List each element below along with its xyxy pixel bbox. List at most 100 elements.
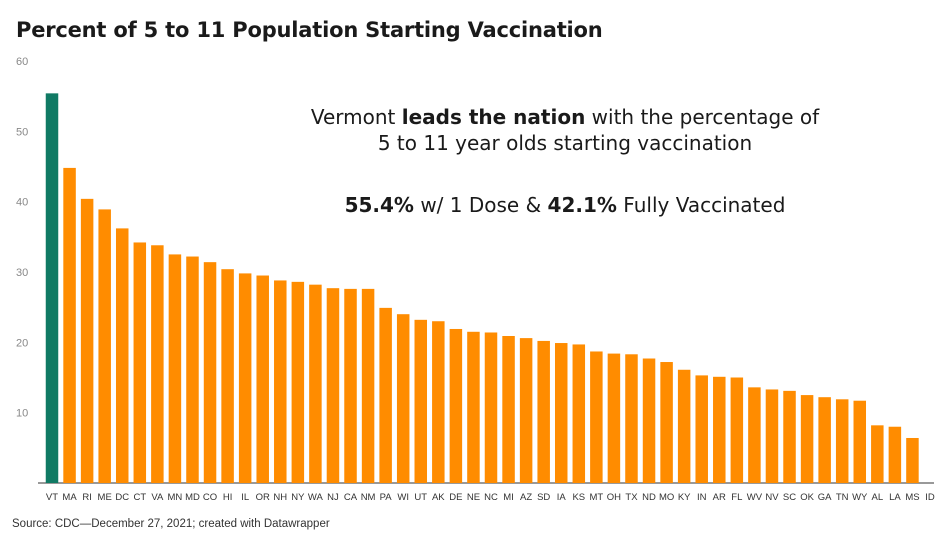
annotation-text: Vermont (310, 105, 402, 129)
x-tick-label-ny: NY (291, 492, 305, 503)
bars (45, 93, 919, 484)
x-tick-label-ak: AK (432, 492, 445, 503)
bar-ny (291, 281, 305, 483)
x-tick-label-dc: DC (115, 492, 129, 503)
x-tick-label-va: VA (151, 492, 164, 503)
x-tick-label-wi: WI (397, 492, 409, 503)
bar-fl (730, 377, 744, 483)
y-tick-label: 40 (16, 197, 28, 209)
x-tick-label-ks: KS (572, 492, 585, 503)
x-tick-label-in: IN (697, 492, 707, 503)
x-tick-label-ca: CA (344, 492, 358, 503)
x-tick-label-mi: MI (503, 492, 514, 503)
bar-wa (309, 284, 322, 483)
bar-hi (221, 269, 234, 483)
bar-il (238, 273, 252, 483)
bar-vt (45, 93, 59, 483)
bar-az (519, 338, 533, 483)
x-tick-label-az: AZ (520, 492, 532, 503)
bar-wy (853, 400, 867, 483)
bar-nj (326, 288, 340, 483)
bar-nc (484, 332, 498, 483)
x-tick-label-nm: NM (361, 492, 376, 503)
bar-co (203, 262, 217, 483)
bar-ky (677, 369, 691, 483)
annotation-text: w/ 1 Dose & (413, 193, 548, 217)
bar-ne (467, 331, 480, 483)
x-tick-label-wy: WY (852, 492, 868, 503)
x-tick-label-or: OR (256, 492, 270, 503)
bar-al (871, 425, 884, 483)
bar-nd (642, 358, 656, 483)
bar-ga (818, 397, 831, 483)
bar-ms (906, 437, 919, 483)
annotation-text: with the percentage of (585, 105, 820, 129)
bar-mt (590, 351, 603, 483)
annotation-bold: leads the nation (401, 105, 586, 129)
x-tick-label-mt: MT (590, 492, 604, 503)
one-dose-stat: 55.4% (344, 193, 414, 217)
y-tick-label: 10 (16, 408, 28, 420)
bar-sc (783, 390, 796, 483)
bar-me (98, 209, 111, 484)
x-tick-label-ms: MS (905, 492, 919, 503)
x-tick-label-hi: HI (223, 492, 233, 503)
bar-md (186, 256, 199, 483)
x-tick-label-ut: UT (414, 492, 427, 503)
bar-nm (361, 288, 375, 483)
fully-vaccinated-stat: 42.1% (547, 193, 617, 217)
y-tick-label: 30 (16, 267, 28, 279)
y-tick-label: 20 (16, 337, 28, 349)
bar-ma (63, 167, 76, 483)
x-tick-label-al: AL (872, 492, 884, 503)
bar-mi (502, 336, 515, 483)
x-tick-label-nj: NJ (327, 492, 339, 503)
x-tick-label-id: ID (925, 492, 935, 503)
bar-dc (115, 228, 129, 483)
bar-nv (765, 389, 779, 483)
bar-wv (748, 387, 761, 483)
bar-de (449, 328, 463, 483)
bar-va (151, 245, 164, 483)
bar-la (888, 426, 902, 483)
x-tick-label-pa: PA (380, 492, 393, 503)
bar-or (256, 275, 269, 483)
x-tick-label-sd: SD (537, 492, 550, 503)
bar-pa (379, 307, 392, 483)
x-tick-label-il: IL (241, 492, 249, 503)
x-tick-label-tn: TN (836, 492, 849, 503)
bar-ks (572, 344, 586, 483)
x-tick-label-fl: FL (731, 492, 742, 503)
bar-mo (660, 362, 673, 483)
annotation-line-2: 5 to 11 year olds starting vaccination (377, 131, 753, 155)
bar-ar (713, 376, 726, 483)
y-tick-label: 50 (16, 126, 28, 138)
x-tick-label-mn: MN (168, 492, 183, 503)
bar-in (695, 375, 708, 483)
y-tick-label: 60 (16, 56, 28, 68)
bar-ri (80, 198, 94, 483)
x-tick-label-co: CO (203, 492, 217, 503)
bar-sd (537, 340, 550, 483)
x-tick-label-ar: AR (713, 492, 726, 503)
bar-ok (800, 395, 814, 483)
source-note: Source: CDC—December 27, 2021; created w… (12, 518, 330, 530)
x-tick-label-wv: WV (747, 492, 763, 503)
x-tick-label-nc: NC (484, 492, 498, 503)
bar-ct (133, 242, 147, 483)
x-tick-label-oh: OH (607, 492, 621, 503)
bar-ca (344, 288, 357, 483)
bar-wi (396, 314, 410, 483)
y-axis-ticks: 10 20 30 40 50 60 (16, 56, 28, 420)
x-tick-label-ri: RI (82, 492, 92, 503)
annotation: Vermont leads the nation with the percen… (280, 104, 850, 218)
bar-tx (625, 354, 638, 483)
x-tick-label-ia: IA (557, 492, 567, 503)
x-tick-label-md: MD (185, 492, 200, 503)
x-tick-label-ma: MA (62, 492, 77, 503)
x-tick-label-ga: GA (818, 492, 832, 503)
x-tick-label-mo: MO (659, 492, 674, 503)
x-tick-label-la: LA (889, 492, 901, 503)
x-tick-label-wa: WA (308, 492, 324, 503)
